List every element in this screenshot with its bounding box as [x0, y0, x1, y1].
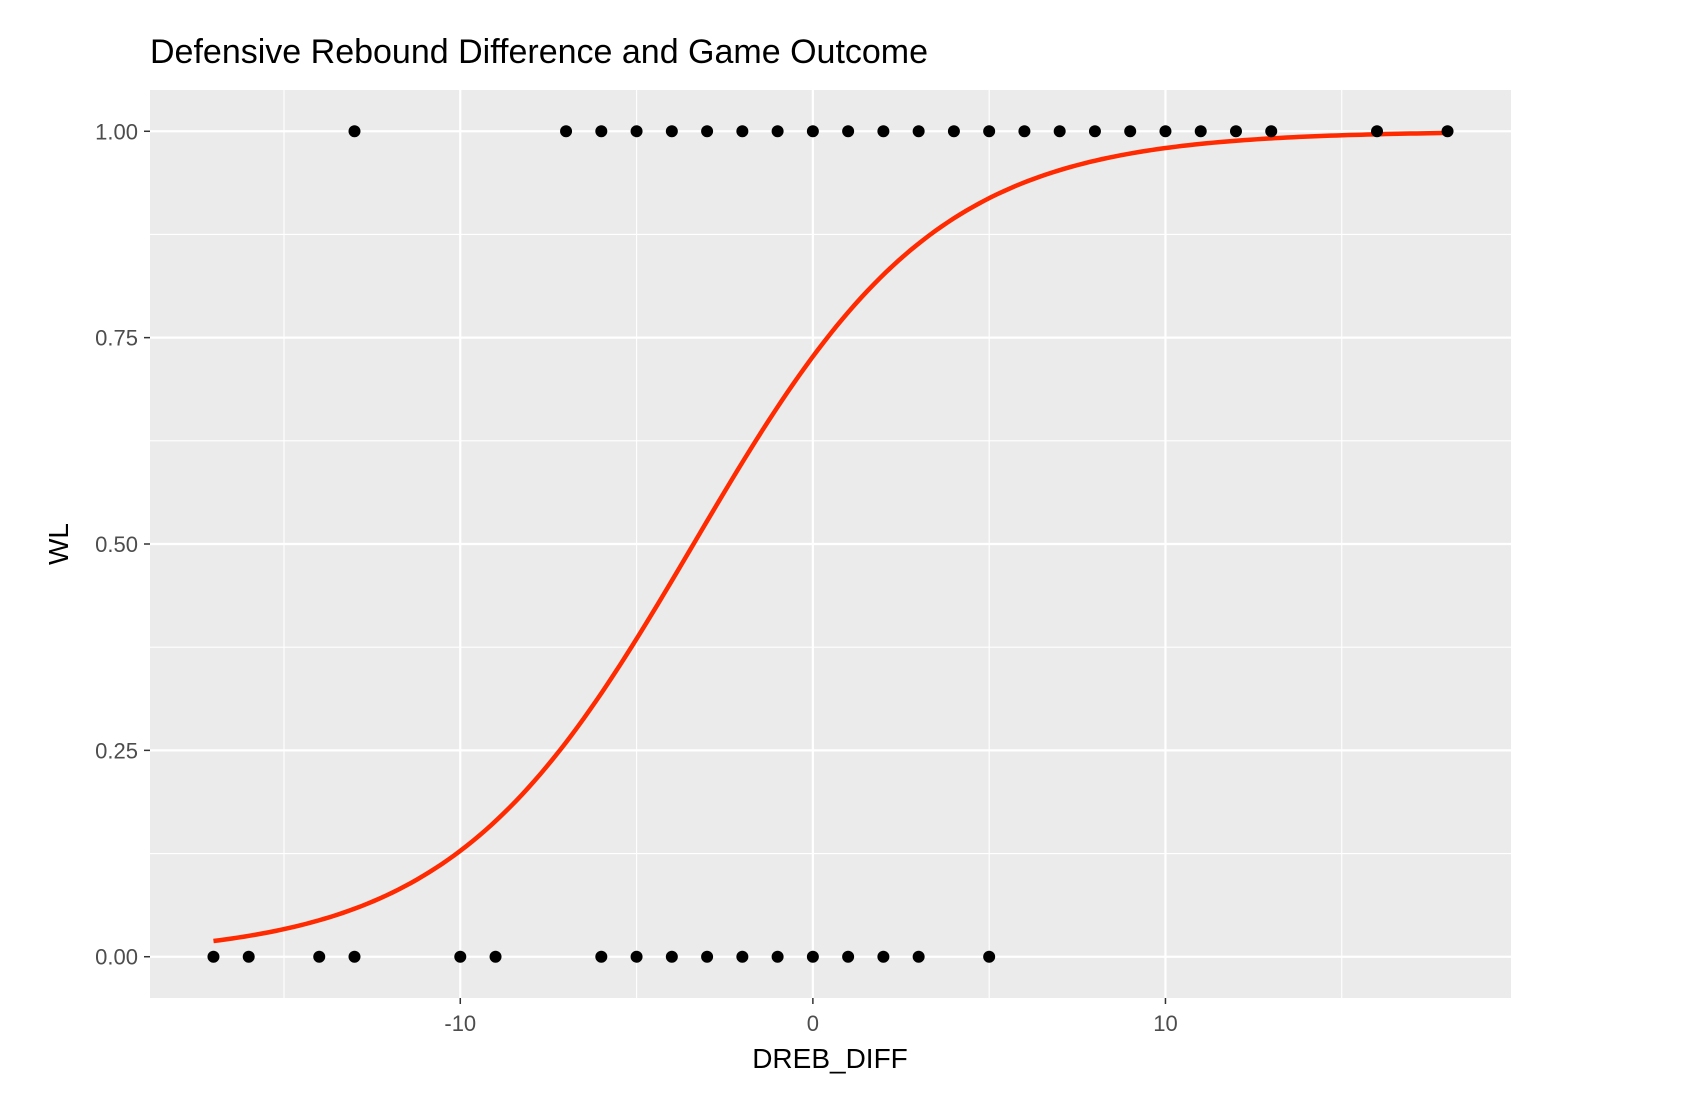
data-point-win — [1089, 125, 1101, 137]
data-point-win — [1442, 125, 1454, 137]
x-tick-label: 0 — [807, 1011, 819, 1036]
data-point-win — [1195, 125, 1207, 137]
data-point-loss — [349, 951, 361, 963]
data-point-win — [666, 125, 678, 137]
data-point-win — [1230, 125, 1242, 137]
data-point-win — [1124, 125, 1136, 137]
x-tick-label: -10 — [444, 1011, 476, 1036]
data-point-loss — [666, 951, 678, 963]
data-point-loss — [490, 951, 502, 963]
y-tick-label: 0.75 — [95, 326, 138, 351]
data-point-win — [772, 125, 784, 137]
data-point-loss — [877, 951, 889, 963]
data-point-loss — [313, 951, 325, 963]
data-point-win — [631, 125, 643, 137]
data-point-win — [1018, 125, 1030, 137]
x-axis-title: DREB_DIFF — [752, 1043, 908, 1074]
data-point-loss — [983, 951, 995, 963]
y-tick-label: 0.50 — [95, 532, 138, 557]
data-point-win — [983, 125, 995, 137]
data-point-loss — [243, 951, 255, 963]
data-point-win — [701, 125, 713, 137]
data-point-loss — [701, 951, 713, 963]
data-point-win — [349, 125, 361, 137]
y-tick-label: 0.00 — [95, 945, 138, 970]
data-point-loss — [454, 951, 466, 963]
data-point-win — [1371, 125, 1383, 137]
chart-title: Defensive Rebound Difference and Game Ou… — [150, 33, 928, 71]
y-tick-label: 1.00 — [95, 119, 138, 144]
data-point-win — [1159, 125, 1171, 137]
data-point-loss — [772, 951, 784, 963]
data-point-win — [736, 125, 748, 137]
data-point-loss — [736, 951, 748, 963]
data-point-loss — [631, 951, 643, 963]
data-point-loss — [207, 951, 219, 963]
data-point-win — [1265, 125, 1277, 137]
data-point-win — [877, 125, 889, 137]
y-tick-label: 0.25 — [95, 738, 138, 763]
data-point-win — [913, 125, 925, 137]
data-point-win — [595, 125, 607, 137]
data-point-win — [560, 125, 572, 137]
y-axis-title: WL — [43, 523, 74, 565]
data-point-win — [948, 125, 960, 137]
data-point-win — [1054, 125, 1066, 137]
x-tick-label: 10 — [1153, 1011, 1177, 1036]
data-point-win — [807, 125, 819, 137]
data-point-loss — [913, 951, 925, 963]
data-point-loss — [842, 951, 854, 963]
data-point-win — [842, 125, 854, 137]
data-point-loss — [807, 951, 819, 963]
data-point-loss — [595, 951, 607, 963]
